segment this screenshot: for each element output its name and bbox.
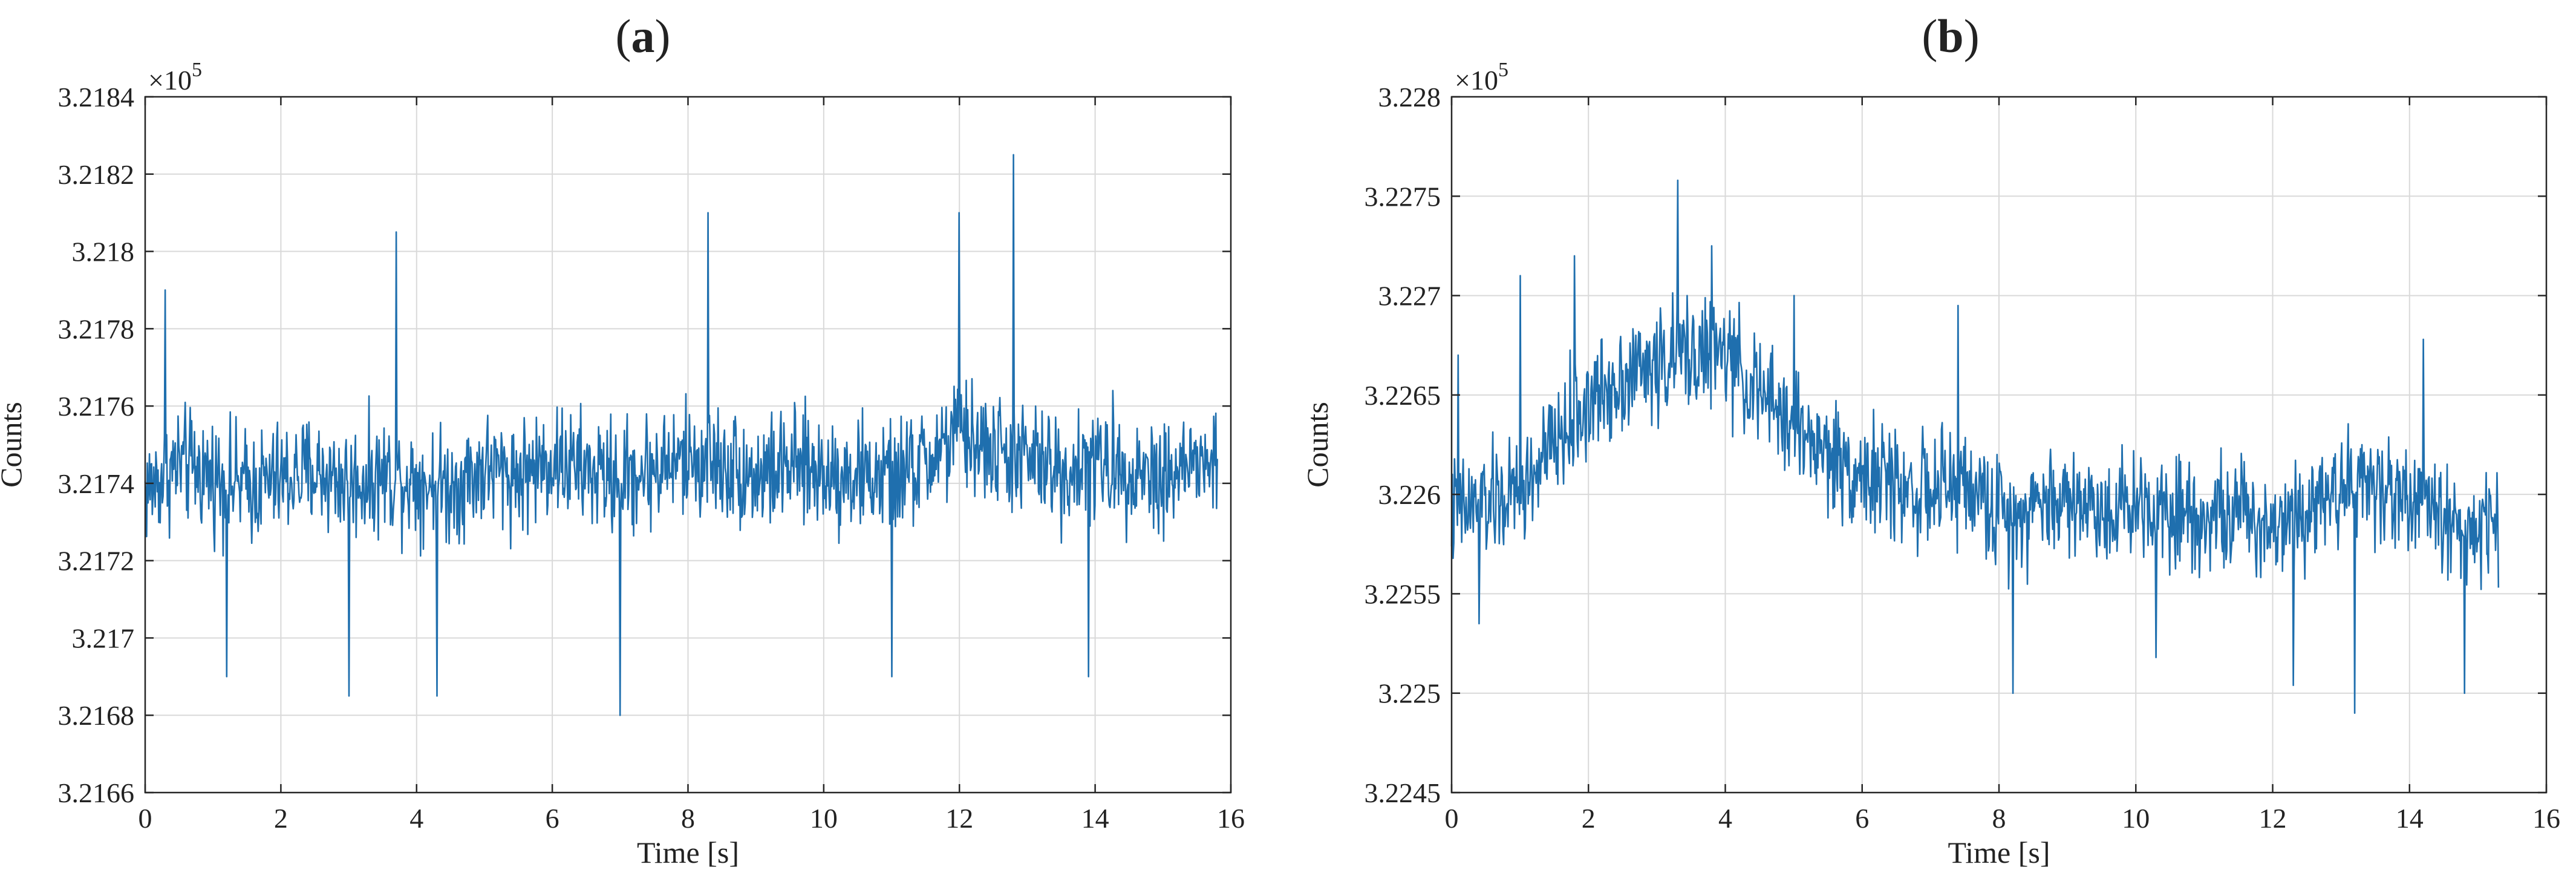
y-tick-label: 3.2265 — [1365, 380, 1441, 411]
y-tick-label: 3.2255 — [1365, 578, 1441, 609]
y-axis-label-a: Counts — [0, 402, 28, 488]
ticks-b: 0 2 4 6 8 10 12 14 16 3.2245 3.225 3.2255 3.226 3.226… — [1365, 82, 2561, 834]
panel-label-b: (b) — [1922, 10, 1979, 62]
x-tick-label: 4 — [409, 803, 423, 834]
y-tick-label: 3.2184 — [58, 82, 135, 113]
x-tick-label: 12 — [2259, 803, 2287, 834]
x-tick-label: 16 — [2532, 803, 2560, 834]
y-tick-label: 3.2182 — [58, 159, 135, 190]
x-axis-label-b: Time [s] — [1948, 836, 2050, 869]
y-tick-label: 3.2168 — [58, 700, 135, 731]
series-line — [144, 154, 1218, 716]
x-tick-label: 6 — [1855, 803, 1869, 834]
y-tick-label: 3.226 — [1378, 479, 1441, 510]
x-tick-label: 10 — [810, 803, 838, 834]
x-tick-label: 8 — [1992, 803, 2006, 834]
y-tick-label: 3.2176 — [58, 391, 135, 422]
grid-b — [1451, 96, 2547, 793]
y-tick-label: 3.218 — [72, 237, 135, 267]
y-tick-label: 3.225 — [1378, 678, 1441, 709]
y-tick-label: 3.2275 — [1365, 181, 1441, 212]
y-tick-label: 3.2172 — [58, 546, 135, 577]
x-tick-label: 12 — [945, 803, 973, 834]
chart-panel-b: (b) 0 2 4 6 8 10 12 14 16 3.2245 3.225 3.2255 3.226 3… — [1300, 10, 2560, 869]
panel-label-a: (a) — [616, 10, 671, 62]
x-tick-label: 14 — [2396, 803, 2424, 834]
x-tick-label: 6 — [546, 803, 559, 834]
y-multiplier-a: ×105 — [148, 59, 202, 96]
x-tick-label: 0 — [1445, 803, 1459, 834]
y-tick-label: 3.2166 — [58, 777, 135, 808]
x-axis-label-a: Time [s] — [637, 836, 739, 869]
series-layer-b — [1450, 179, 2500, 714]
x-tick-label: 8 — [681, 803, 695, 834]
ticks-a: 0 2 4 6 8 10 12 14 16 3.2166 3.2168 3.217 3.2172 3.21… — [58, 82, 1245, 834]
y-multiplier-b: ×105 — [1455, 59, 1508, 96]
y-tick-label: 3.228 — [1378, 82, 1441, 113]
series-line — [1450, 179, 2500, 714]
y-axis-label-b: Counts — [1300, 402, 1334, 488]
x-tick-label: 14 — [1081, 803, 1109, 834]
y-tick-label: 3.2245 — [1365, 777, 1441, 808]
y-tick-label: 3.227 — [1378, 281, 1441, 312]
x-tick-label: 4 — [1718, 803, 1732, 834]
x-tick-label: 0 — [139, 803, 152, 834]
y-tick-label: 3.2178 — [58, 313, 135, 344]
chart-panel-a: (a) 0 2 4 6 8 10 12 14 16 3.2166 3.2168 3.217 3.2172… — [0, 10, 1245, 869]
x-tick-label: 10 — [2122, 803, 2150, 834]
y-tick-label: 3.2174 — [58, 468, 135, 499]
series-layer-a — [144, 154, 1218, 716]
x-tick-label: 16 — [1217, 803, 1245, 834]
x-tick-label: 2 — [1582, 803, 1596, 834]
y-tick-label: 3.217 — [72, 623, 135, 653]
x-tick-label: 2 — [274, 803, 288, 834]
